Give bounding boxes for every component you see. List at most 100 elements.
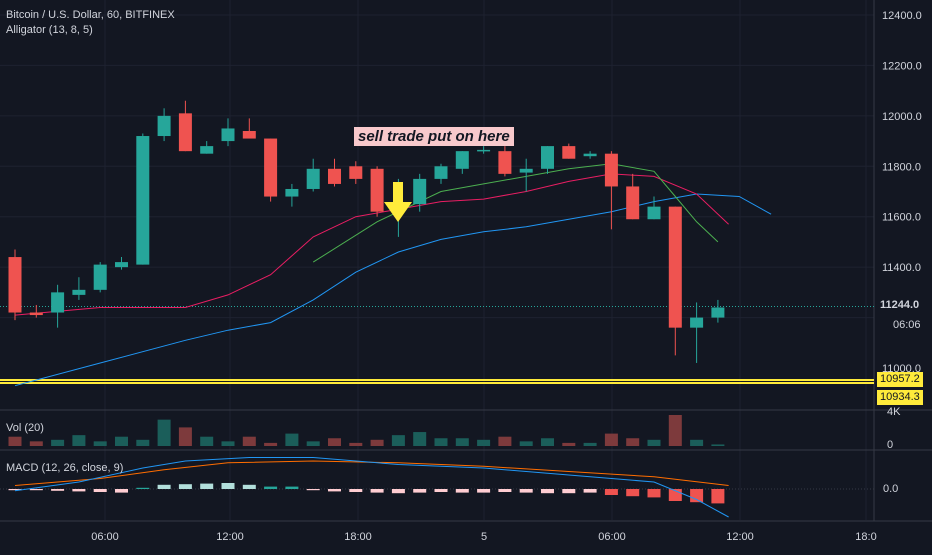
volume-bar (583, 442, 597, 446)
candle-body (349, 166, 363, 179)
macd-histogram-bar (562, 489, 576, 494)
macd-histogram-bar (221, 483, 235, 489)
volume-legend[interactable]: Vol (20) (6, 422, 44, 434)
volume-bar (370, 439, 384, 446)
symbol-title[interactable]: Bitcoin / U.S. Dollar, 60, BITFINEX (6, 9, 175, 21)
candle-body (285, 188, 299, 197)
candle-body (200, 146, 214, 154)
annotation-arrow (384, 182, 412, 222)
volume-bar (264, 442, 278, 446)
macd-histogram-bar (51, 489, 65, 491)
volume-bar (136, 439, 150, 446)
candle-body (72, 289, 86, 295)
x-tick-label: 18:00 (344, 531, 372, 543)
macd-histogram-bar (264, 486, 278, 489)
volume-axis-zero: 0 (887, 439, 894, 451)
candle-body (328, 168, 341, 184)
candle-body (604, 153, 618, 187)
support-upper-label: 10957.2 (877, 372, 923, 387)
macd-histogram-bar (583, 489, 597, 493)
volume-bar (626, 438, 640, 446)
candle-body (51, 292, 65, 313)
macd-histogram-bar (690, 489, 704, 503)
volume-bar (242, 436, 256, 446)
macd-histogram-bar (349, 489, 363, 492)
volume-bar (562, 442, 576, 446)
macd-histogram-bar (370, 489, 384, 493)
volume-bar (455, 438, 469, 446)
candle-body (690, 317, 704, 328)
volume-bar (541, 438, 554, 446)
volume-bar (434, 438, 448, 446)
volume-bar (200, 436, 214, 446)
macd-histogram-bar (647, 489, 661, 498)
x-tick-label: 06:00 (91, 531, 119, 543)
volume-bar (8, 436, 22, 446)
volume-bar (604, 433, 618, 446)
volume-bar (391, 435, 405, 446)
macd-histogram-bar (93, 489, 107, 492)
macd-histogram-bar (285, 486, 299, 489)
macd-histogram-bar (306, 489, 320, 491)
y-tick-label: 12400.0 (882, 10, 922, 22)
volume-bar (711, 444, 725, 446)
macd-histogram-bar (72, 489, 86, 492)
indicator-label[interactable]: Alligator (13, 8, 5) (6, 24, 93, 36)
annotation-text: sell trade put on here (354, 127, 514, 146)
x-tick-label: 18:0 (855, 531, 876, 543)
macd-histogram-bar (157, 484, 171, 489)
candle-body (8, 257, 22, 313)
alligator-jaw-line (14, 193, 772, 387)
current-price-label: 11244.0 (877, 298, 923, 313)
macd-histogram-bar (200, 483, 214, 489)
macd-legend[interactable]: MACD (12, 26, close, 9) (6, 462, 124, 474)
candle-body (477, 149, 491, 152)
volume-bar (519, 441, 533, 446)
candle-body (136, 136, 150, 265)
x-tick-label: 5 (481, 531, 487, 543)
volume-bar (306, 441, 320, 446)
volume-bar (647, 439, 661, 446)
candle-body (668, 206, 682, 328)
macd-histogram-bar (604, 489, 618, 495)
volume-bar (157, 419, 171, 446)
macd-histogram-bar (455, 489, 469, 493)
macd-histogram-bar (519, 489, 533, 493)
candle-body (157, 115, 171, 137)
macd-histogram-bar (391, 489, 405, 494)
volume-bar (221, 441, 235, 446)
volume-bar (93, 441, 107, 446)
macd-histogram-bar (477, 489, 491, 493)
y-tick-label: 11800.0 (882, 161, 921, 173)
macd-histogram-bar (178, 484, 192, 489)
macd-histogram-bar (136, 487, 150, 489)
volume-bar (328, 438, 341, 446)
candle-body (562, 146, 576, 159)
volume-axis-top: 4K (887, 406, 901, 418)
macd-histogram-bar (328, 489, 341, 492)
macd-histogram-bar (541, 489, 554, 494)
candle-body (93, 264, 107, 290)
candle-body (647, 206, 661, 220)
volume-bar (477, 439, 491, 446)
volume-bar (285, 433, 299, 446)
y-tick-label: 11400.0 (882, 262, 921, 274)
y-tick-label: 11600.0 (882, 212, 921, 224)
volume-bar (498, 436, 512, 446)
volume-bar (349, 442, 363, 446)
candle-body (626, 186, 640, 220)
volume-bar (115, 436, 128, 446)
y-tick-label: 12000.0 (882, 111, 922, 123)
candle-body (519, 168, 533, 173)
macd-histogram-bar (29, 489, 43, 491)
volume-bar (51, 439, 65, 446)
volume-bar (178, 427, 192, 446)
macd-histogram-bar (115, 489, 128, 493)
candle-body (242, 130, 256, 139)
candle-body (711, 307, 725, 318)
candle-body (370, 168, 384, 212)
volume-bar (72, 435, 86, 446)
